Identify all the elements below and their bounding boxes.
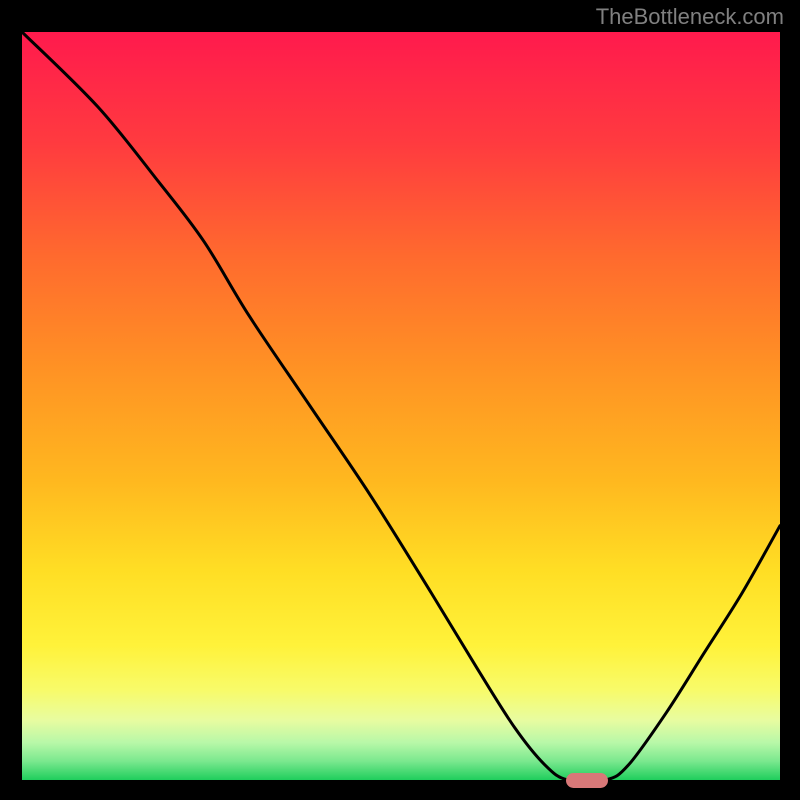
plot-area xyxy=(22,32,780,780)
plot-svg xyxy=(22,32,780,780)
gradient-background xyxy=(22,32,780,780)
optimal-range-marker xyxy=(566,773,608,788)
chart-canvas: TheBottleneck.com xyxy=(0,0,800,800)
watermark-label: TheBottleneck.com xyxy=(596,4,784,30)
